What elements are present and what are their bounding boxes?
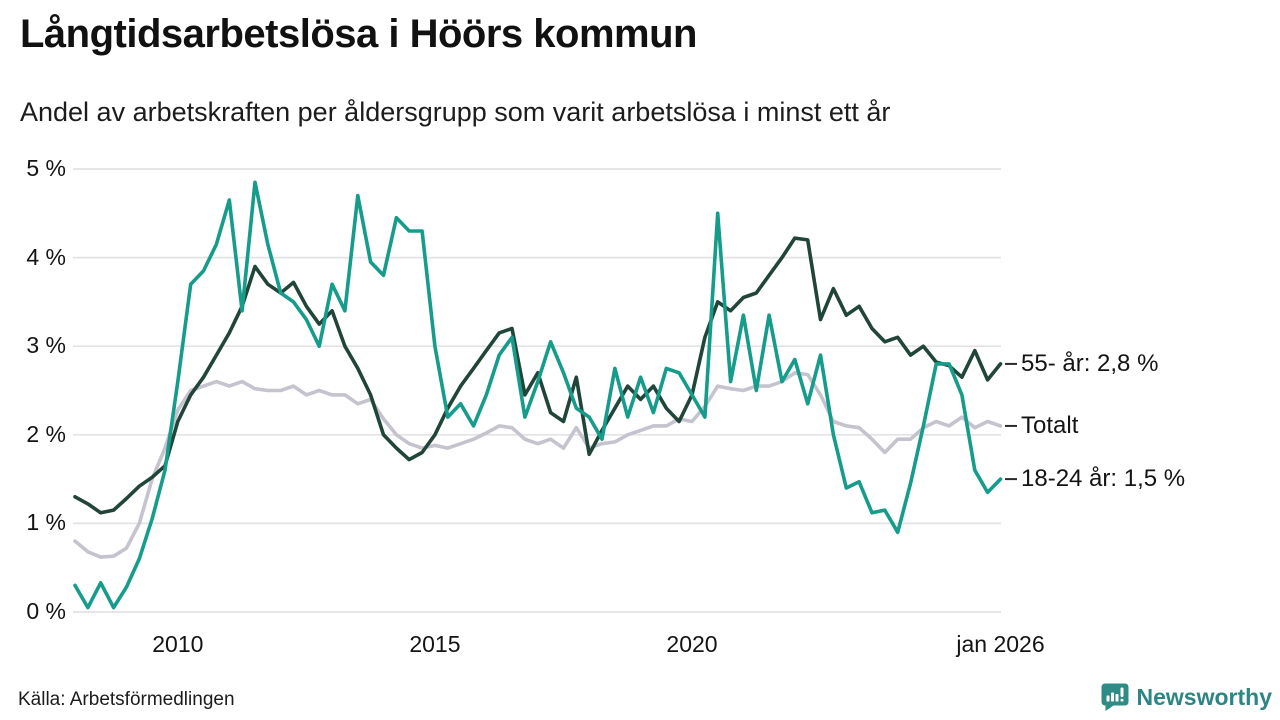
series-line-totalt [73,370,1003,559]
y-tick-label-0: 0 % [26,597,66,624]
source-note: Källa: Arbetsförmedlingen [18,689,235,710]
y-tick-label-4: 4 % [26,243,66,270]
x-tick-label-2010: 2010 [152,631,204,657]
y-tick-label-1: 1 % [26,509,66,536]
page-subtitle: Andel av arbetskraften per åldersgrupp s… [20,97,891,127]
series-line-55-r [73,236,1003,515]
y-tick-label-5: 5 % [26,154,66,181]
page-title: Långtidsarbetslösa i Höörs kommun [20,12,697,56]
x-tick-label-2015: 2015 [409,631,461,657]
newsworthy-logo-text: Newsworthy [1136,683,1272,710]
series-end-label-55-r: 55- år: 2,8 % [1021,349,1159,377]
newsworthy-logo: Newsworthy [1101,683,1272,711]
series-line-18-24-r [73,180,1003,610]
y-tick-label-2: 2 % [26,420,66,447]
y-tick-label-3: 3 % [26,332,66,359]
x-tick-label-2026: jan 2026 [956,631,1045,657]
series-end-label-18-24-r: 18-24 år: 1,5 % [1021,465,1186,493]
x-tick-label-2020: 2020 [666,631,718,657]
newsworthy-logo-icon [1101,683,1129,711]
series-end-label-totalt: Totalt [1021,411,1079,439]
